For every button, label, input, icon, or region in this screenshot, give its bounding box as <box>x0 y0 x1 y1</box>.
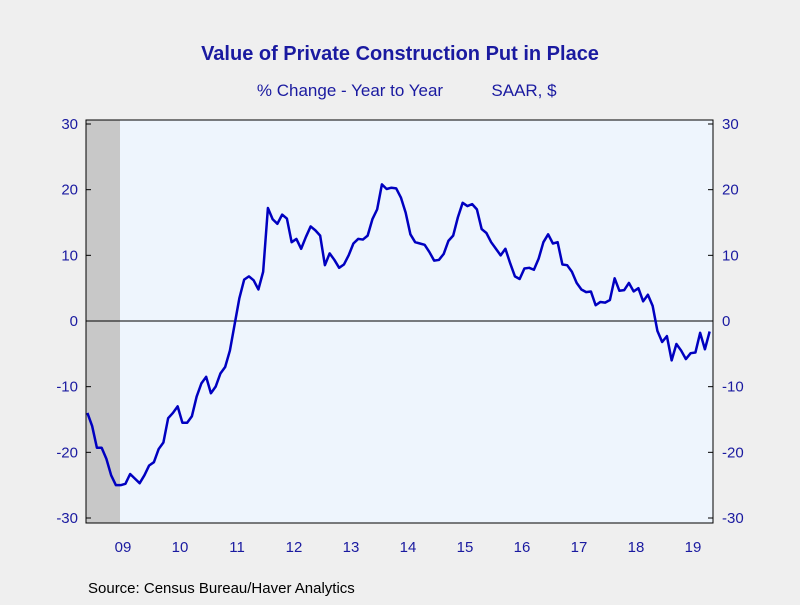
y2-tick-label: 30 <box>722 116 739 133</box>
chart-title: Value of Private Construction Put in Pla… <box>201 43 599 65</box>
y-tick-label: -30 <box>56 510 78 527</box>
y-tick-label: 20 <box>61 182 78 199</box>
y2-tick-label: -20 <box>722 444 744 461</box>
x-tick-label: 12 <box>286 539 303 556</box>
subtitle: % Change - Year to Year <box>257 81 444 100</box>
x-tick-label: 10 <box>172 539 189 556</box>
y2-tick-label: 10 <box>722 247 739 264</box>
y-tick-label: 30 <box>61 116 78 133</box>
x-tick-label: 17 <box>571 539 588 556</box>
x-tick-label: 16 <box>514 539 531 556</box>
x-tick-label: 09 <box>115 539 132 556</box>
y2-tick-label: 20 <box>722 182 739 199</box>
x-tick-label: 11 <box>229 539 245 556</box>
data-line <box>86 183 711 487</box>
plot-frame <box>85 119 714 524</box>
x-tick-label: 15 <box>457 539 474 556</box>
subtitle: SAAR, $ <box>491 81 557 100</box>
y2-tick-label: 0 <box>722 313 730 330</box>
y2-tick-label: -10 <box>722 379 744 396</box>
y2-tick-label: -30 <box>722 510 744 527</box>
x-tick-label: 14 <box>400 539 417 556</box>
source-note: Source: Census Bureau/Haver Analytics <box>88 580 355 597</box>
y-tick-label: -10 <box>56 379 78 396</box>
x-tick-label: 13 <box>343 539 360 556</box>
y-tick-label: 0 <box>70 313 78 330</box>
x-tick-label: 19 <box>685 539 702 556</box>
y-tick-label: 10 <box>61 247 78 264</box>
x-tick-label: 18 <box>628 539 645 556</box>
y-tick-label: -20 <box>56 444 78 461</box>
